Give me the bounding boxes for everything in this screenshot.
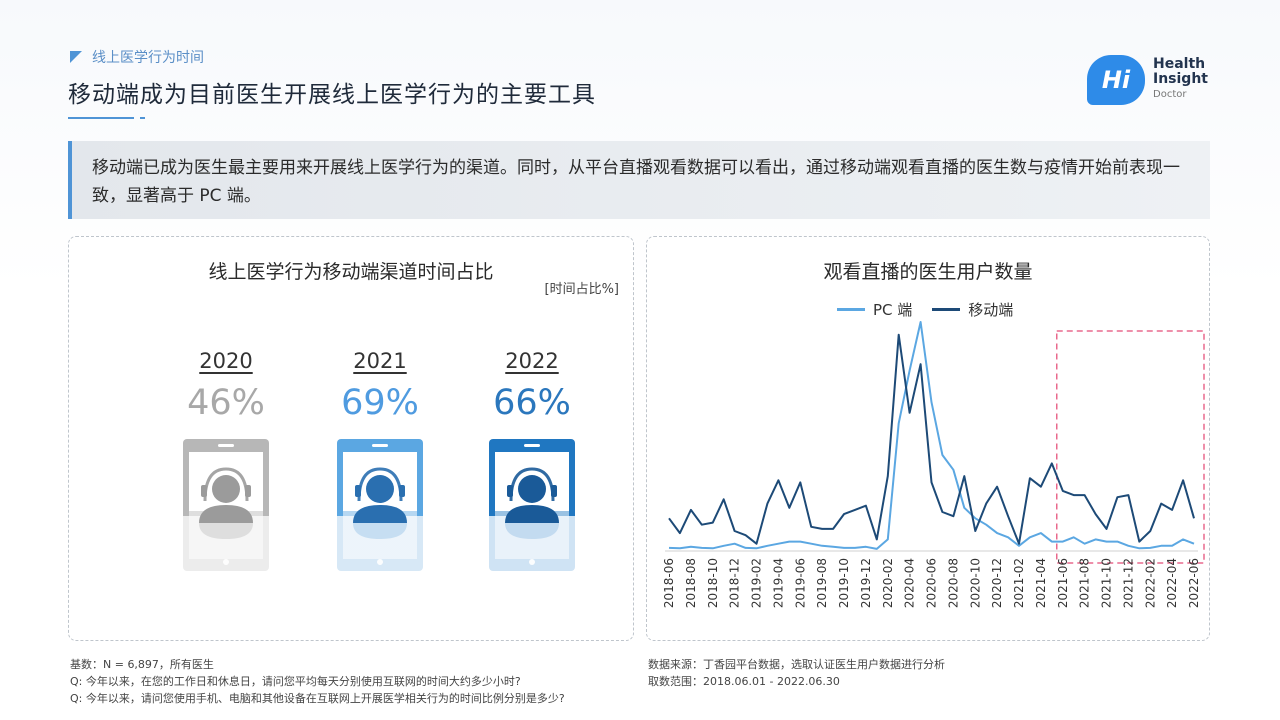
x-tick-label: 2020-08	[946, 558, 960, 608]
notes-left: 基数：N = 6,897，所有医生 Q: 今年以来，在您的工作日和休息日，请问您…	[70, 656, 565, 707]
mobile-share-panel: 线上医学行为移动端渠道时间占比 [时间占比%] 2020 46% 2021 69% 20…	[68, 236, 634, 641]
x-tick-label: 2020-04	[903, 558, 917, 608]
logo-line-3: Doctor	[1153, 89, 1187, 100]
note-q1: Q: 今年以来，在您的工作日和休息日，请问您平均每天分别使用互联网的时间大约多少…	[70, 675, 521, 688]
live-viewers-panel: 观看直播的医生用户数量 PC 端 移动端 2018-06 2018-08 2018-…	[646, 236, 1210, 641]
share-value: 46%	[187, 383, 265, 423]
page-title: 移动端成为目前医生开展线上医学行为的主要工具	[68, 82, 596, 108]
legend-item-pc: PC 端	[837, 299, 912, 320]
note-range: 取数范围：2018.06.01 - 2022.06.30	[648, 675, 840, 688]
x-tick-label: 2022-06	[1187, 558, 1201, 608]
legend-swatch-mobile	[932, 308, 961, 311]
logo-line-1: Health	[1153, 56, 1206, 72]
triangle-icon	[70, 51, 82, 63]
x-tick-label: 2019-06	[793, 558, 807, 608]
unit-label: [时间占比%]	[544, 282, 620, 297]
year-column-2022: 2022 66%	[467, 349, 597, 571]
x-tick-label: 2021-08	[1078, 558, 1092, 608]
year-label: 2022	[505, 349, 559, 373]
smartphone-icon	[183, 439, 269, 571]
x-tick-label: 2022-02	[1143, 558, 1157, 608]
year-label: 2021	[353, 349, 407, 373]
notes-right: 数据来源：丁香园平台数据，选取认证医生用户数据进行分析 取数范围：2018.06…	[648, 656, 945, 690]
legend-swatch-pc	[837, 308, 865, 311]
x-tick-label: 2018-12	[728, 558, 742, 608]
x-tick-label: 2021-12	[1121, 558, 1135, 608]
note-source: 数据来源：丁香园平台数据，选取认证医生用户数据进行分析	[648, 658, 945, 671]
share-value: 66%	[493, 383, 571, 423]
legend-label-mobile: 移动端	[968, 301, 1014, 319]
left-panel-title: 线上医学行为移动端渠道时间占比	[208, 261, 494, 283]
x-tick-label: 2018-06	[662, 558, 676, 608]
x-tick-label: 2019-02	[750, 558, 764, 608]
x-tick-label: 2018-08	[684, 558, 698, 608]
x-tick-label: 2019-10	[837, 558, 851, 608]
brand-logo: Hi Health Insight Doctor	[1087, 55, 1217, 110]
year-label: 2020	[199, 349, 253, 373]
line-chart: 2018-06 2018-08 2018-10 2018-12 2019-02 2019-…	[662, 321, 1205, 608]
right-panel-title: 观看直播的医生用户数量	[823, 261, 1033, 283]
section-label: 线上医学行为时间	[70, 47, 204, 67]
legend-label-pc: PC 端	[873, 301, 913, 319]
hi-badge-icon: Hi	[1087, 55, 1145, 105]
x-tick-label: 2021-10	[1100, 558, 1114, 608]
x-tick-label: 2022-04	[1165, 558, 1179, 608]
section-label-text: 线上医学行为时间	[92, 50, 204, 66]
title-underline-dot	[140, 117, 145, 119]
share-value: 69%	[341, 383, 419, 423]
smartphone-icon	[489, 439, 575, 571]
x-tick-label: 2019-04	[771, 558, 785, 608]
x-tick-label: 2020-10	[968, 558, 982, 608]
title-underline	[68, 117, 134, 119]
x-tick-label: 2021-02	[1012, 558, 1026, 608]
x-tick-label: 2021-04	[1034, 558, 1048, 608]
note-q2: Q: 今年以来，请问您使用手机、电脑和其他设备在互联网上开展医学相关行为的时间比…	[70, 692, 565, 705]
x-tick-label: 2020-06	[925, 558, 939, 608]
x-tick-label: 2019-08	[815, 558, 829, 608]
mobile-series-line	[668, 333, 1195, 545]
summary-box: 移动端已成为医生最主要用来开展线上医学行为的渠道。同时，从平台直播观看数据可以看…	[68, 141, 1210, 219]
legend-item-mobile: 移动端	[932, 299, 1013, 320]
x-tick-label: 2019-12	[859, 558, 873, 608]
x-tick-label: 2020-12	[990, 558, 1004, 608]
year-column-2021: 2021 69%	[315, 349, 445, 571]
x-tick-label: 2018-10	[706, 558, 720, 608]
logo-line-2: Insight	[1153, 71, 1208, 87]
pc-series-line	[668, 321, 1195, 550]
highlight-box	[1056, 330, 1205, 564]
x-tick-label: 2021-06	[1056, 558, 1070, 608]
smartphone-icon	[337, 439, 423, 571]
x-tick-label: 2020-02	[881, 558, 895, 608]
note-base: 基数：N = 6,897，所有医生	[70, 658, 214, 671]
year-column-2020: 2020 46%	[161, 349, 291, 571]
chart-legend: PC 端 移动端	[837, 299, 1033, 320]
